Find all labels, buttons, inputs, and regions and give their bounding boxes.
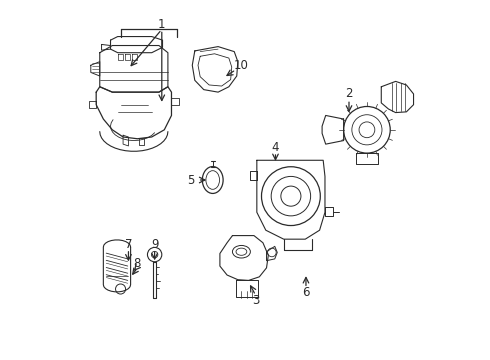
Text: 9: 9: [151, 238, 158, 251]
Text: 5: 5: [187, 174, 194, 186]
Text: 8: 8: [134, 257, 141, 270]
Text: 1: 1: [158, 18, 166, 31]
Text: 7: 7: [124, 238, 132, 251]
Text: 3: 3: [252, 294, 259, 307]
Text: 2: 2: [345, 87, 353, 100]
Text: 4: 4: [272, 141, 279, 154]
Text: 10: 10: [234, 59, 249, 72]
Text: 6: 6: [302, 287, 310, 300]
